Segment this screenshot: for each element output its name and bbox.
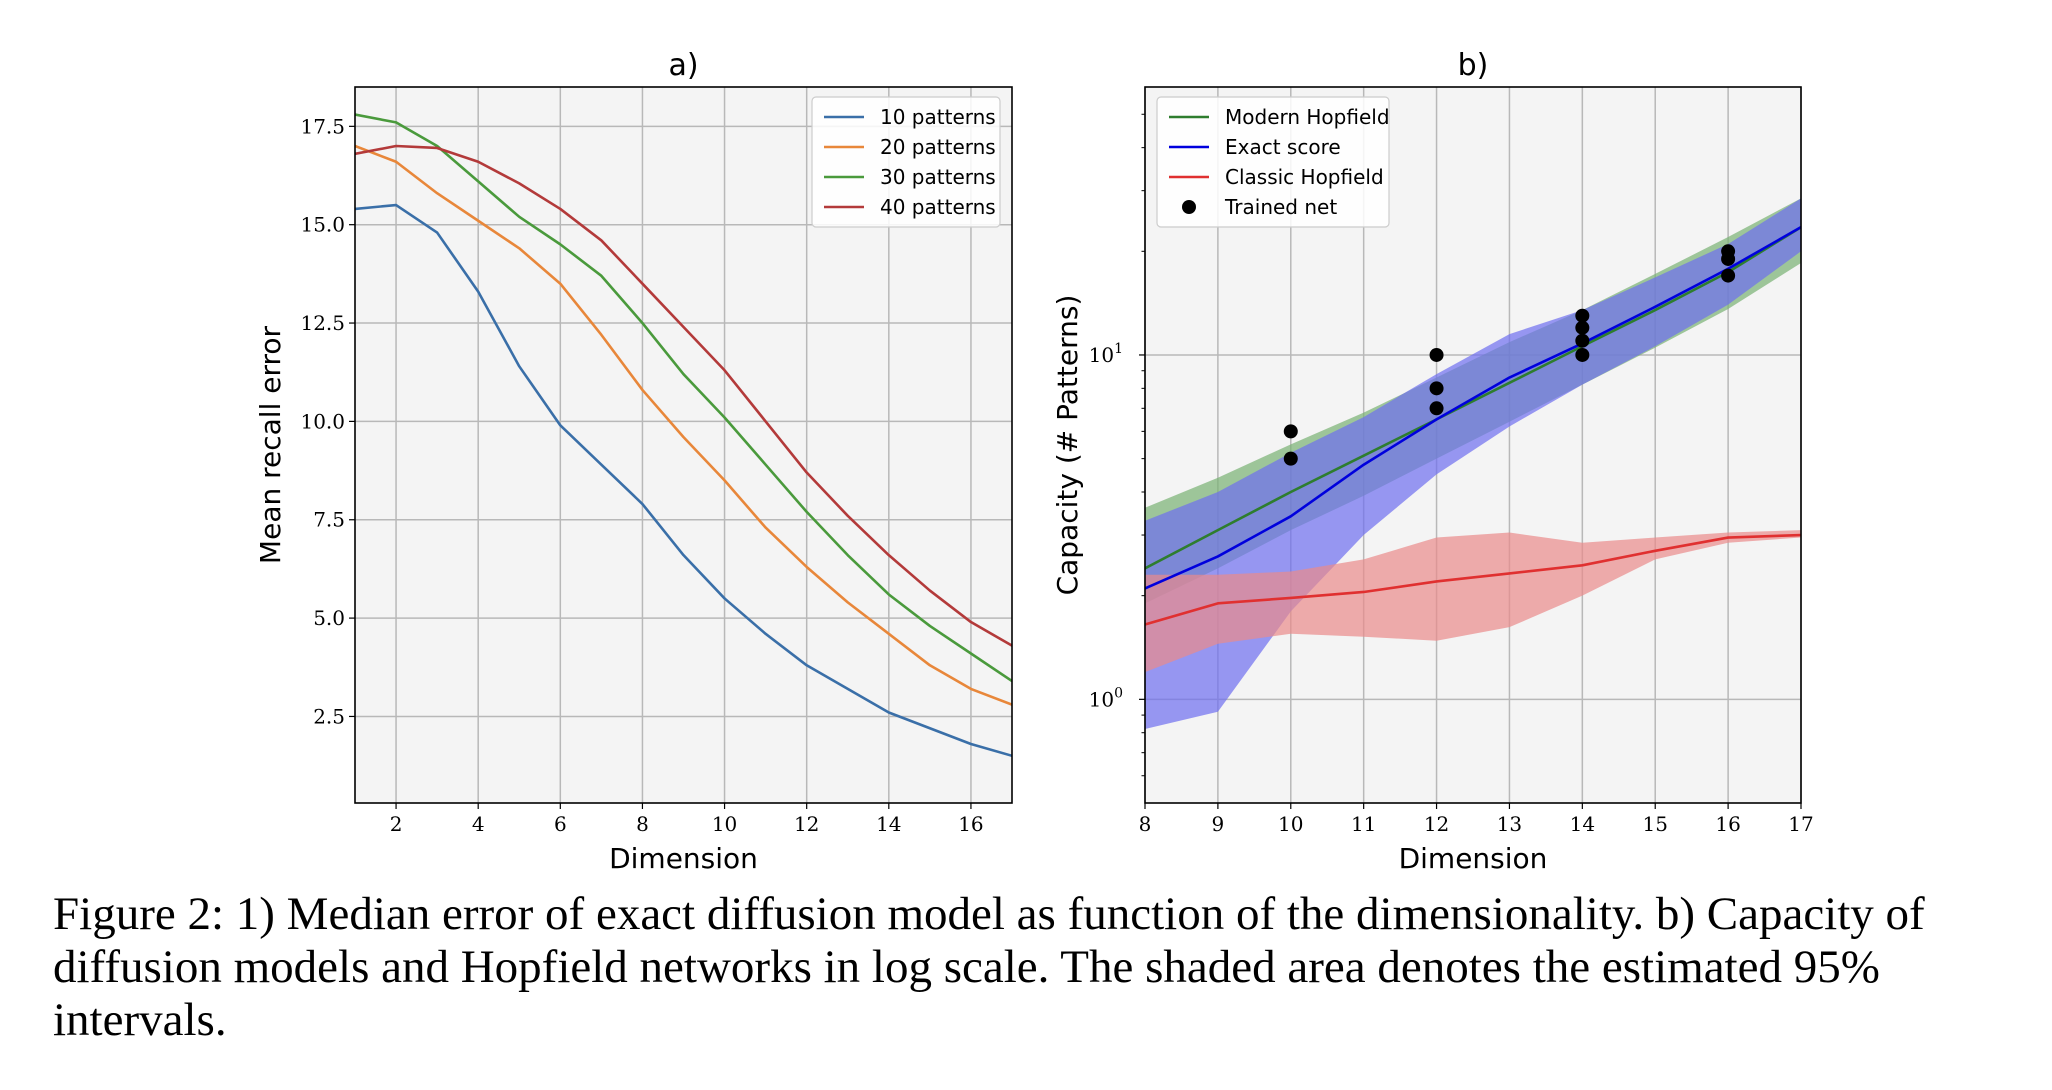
panel-b-point-trained-net-1 [1283,424,1298,439]
panel-a-legend-label-30-patterns: 30 patterns [880,165,996,189]
panel-a-x-tick-label-16: 16 [958,812,983,836]
panel-b-point-trained-net-6 [1575,333,1590,348]
panel-a-legend: 10 patterns 20 patterns 30 patterns 40 patt… [811,96,1001,228]
panel-a-data [355,113,1012,758]
figure: 2 4 6 8 10 12 14 162.55.07.510.012.515.017.5a)D… [254,48,1814,870]
panel-b-point-trained-net-2 [1429,401,1444,416]
panel-b-point-trained-net-3 [1429,381,1444,396]
panel-b-y-axis-title: Capacity (# Patterns) [1051,295,1084,596]
panel-a-line-30-patterns [355,113,1012,683]
panel-a-x-tick-label-6: 6 [554,812,567,836]
panel-a-y-tick-label-12.5: 12.5 [300,311,345,335]
panel-b-legend-swatch-trained-net [1182,200,1196,214]
panel-a-y-tick-label-17.5: 17.5 [300,114,345,138]
panel-a-line-10-patterns [355,203,1012,758]
panel-b-legend-label-trained-net: Trained net [1224,195,1337,219]
figure-caption: Figure 2: 1) Median error of exact diffu… [53,888,1925,1046]
panel-a-x-tick-label-2: 2 [390,812,403,836]
panel-a-legend-label-10-patterns: 10 patterns [880,105,996,129]
panel-b-title: b) [1458,48,1489,83]
panel-b-x-tick-label-14: 14 [1570,812,1595,836]
panel-b-band-classic-hopfield [1145,530,1801,673]
panel-b-line-exact-score [1145,226,1801,590]
panel-b-legend-label-modern-hopfield: Modern Hopfield [1225,105,1390,129]
panel-b-point-trained-net-7 [1575,320,1590,335]
panel-a-x-tick-label-12: 12 [794,812,819,836]
panel-b-x-tick-label-8: 8 [1139,812,1152,836]
panel-a-line-20-patterns [355,144,1012,706]
panel-a-y-axis-title: Mean recall error [254,325,287,564]
panel-b-point-trained-net-9 [1721,268,1736,283]
panel-a-line-40-patterns [355,144,1012,647]
panel-b-x-tick-label-17: 17 [1788,812,1813,836]
panel-b-data [1145,198,1801,730]
panel-b-y-tick-exponent-10: 1 [1114,341,1123,357]
panel-b-x-tick-label-12: 12 [1424,812,1449,836]
panel-b-point-trained-net-4 [1429,347,1444,362]
panel-a-y-tick-label-2.5: 2.5 [313,704,345,728]
panel-a-x-tick-label-8: 8 [636,812,649,836]
panel-b-line-classic-hopfield [1145,533,1801,626]
panel-a-frame [354,86,1013,804]
panel-b-x-axis-title: Dimension [1399,842,1548,870]
panel-a-x-tick-label-10: 10 [712,812,737,836]
panel-a-y-tick-label-10: 10.0 [300,409,345,433]
panel-b-x-tick-label-15: 15 [1642,812,1667,836]
panel-b-frame [1144,86,1802,804]
panel-a-legend-box [811,96,1001,228]
panel-a-title: a) [668,48,698,83]
panel-b-legend-box [1156,96,1390,228]
panel-b-x-tick-label-9: 9 [1212,812,1225,836]
panel-a-legend-label-20-patterns: 20 patterns [880,135,996,159]
panel-a-ticks: 2 4 6 8 10 12 14 16 2.5 5.0 7.5 10.0 12.5 15.0 17.5 [300,87,1012,836]
panel-b-legend: Modern Hopfield Exact score Classic Hopfie… [1156,96,1390,228]
panel-b-y-tick-label-10: 101 [1089,341,1123,367]
panel-b: 8 9 10 11 12 13 14 15 16 17100101b)DimensionCapac… [1051,48,1814,870]
panel-b-point-trained-net-0 [1283,451,1298,466]
panel-b-y-tick-exponent-1: 0 [1114,685,1123,701]
panel-a-x-tick-label-14: 14 [876,812,901,836]
panel-b-band-exact-score [1145,198,1801,730]
panel-b-point-trained-net-11 [1721,244,1736,259]
panel-b-x-tick-label-11: 11 [1351,812,1376,836]
panel-b-x-tick-label-16: 16 [1715,812,1740,836]
panel-b-y-tick-label-1: 100 [1089,685,1123,711]
panel-a-x-axis-title: Dimension [609,842,758,870]
panel-b-point-trained-net-8 [1575,308,1590,323]
panel-a-legend-label-40-patterns: 40 patterns [880,195,996,219]
panel-a-x-tick-label-4: 4 [472,812,485,836]
panel-a-y-tick-label-15: 15.0 [300,213,345,237]
panel-a: 2 4 6 8 10 12 14 16 2.5 5.0 7.5 10.0 12.5 15.0 17.5 a) D… [254,48,1013,870]
panel-b-legend-label-classic-hopfield: Classic Hopfield [1225,165,1384,189]
panel-a-y-tick-label-5: 5.0 [313,606,345,630]
panel-b-x-tick-label-10: 10 [1278,812,1303,836]
panel-b-line-modern-hopfield [1145,226,1801,570]
panel-b-legend-label-exact-score: Exact score [1225,135,1341,159]
panel-b-x-tick-label-13: 13 [1497,812,1522,836]
panel-a-y-tick-label-7.5: 7.5 [313,508,345,532]
panel-b-point-trained-net-5 [1575,347,1590,362]
